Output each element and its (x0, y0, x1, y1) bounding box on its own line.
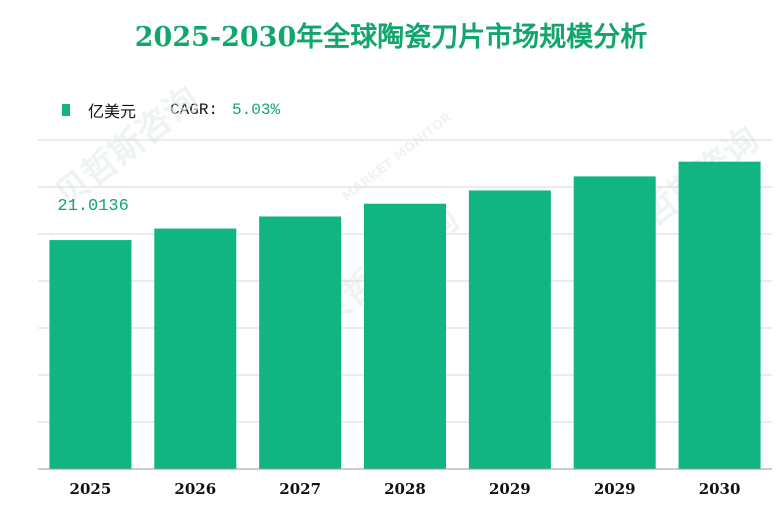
legend-label: 亿美元 (88, 102, 137, 121)
x-tick-labels: 2025 2026 2027 2028 2029 2029 2030 (70, 480, 741, 498)
cagr-label: CAGR: (170, 101, 219, 119)
bar-2029 (573, 176, 656, 469)
x-tick-label: 2025 (70, 480, 112, 498)
x-tick-label: 2029 (594, 480, 636, 498)
bar-2029 (468, 190, 551, 470)
x-tick-label: 2030 (699, 480, 741, 498)
x-tick-label: 2026 (174, 480, 216, 498)
bar-2028 (364, 203, 446, 469)
bar-2027 (259, 216, 342, 469)
x-tick-label: 2028 (384, 480, 426, 498)
legend: 亿美元 CAGR: 5.03% (62, 98, 280, 122)
bar-2025 (49, 240, 132, 469)
data-labels: 21.0136 (57, 197, 128, 216)
x-tick-label: 2029 (489, 480, 531, 498)
legend-swatch (62, 104, 70, 116)
bar-2026 (154, 228, 237, 469)
bar-2030 (678, 161, 761, 469)
cagr-value: 5.03% (232, 101, 281, 119)
x-tick-label: 2027 (279, 480, 321, 498)
bars (49, 161, 761, 470)
data-label: 21.0136 (57, 197, 128, 216)
chart-title: 2025-2030年全球陶瓷刀片市场规模分析 (134, 22, 648, 53)
